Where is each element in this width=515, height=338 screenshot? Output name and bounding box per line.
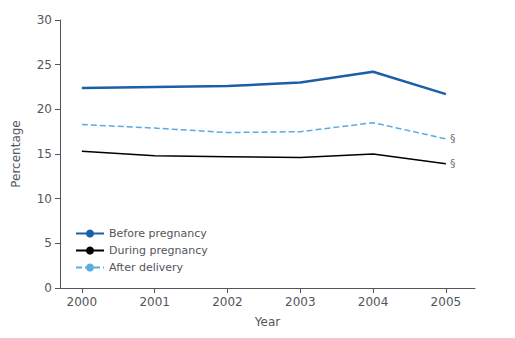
svg-text:10: 10 bbox=[37, 192, 52, 206]
svg-text:2004: 2004 bbox=[358, 295, 389, 309]
svg-text:§: § bbox=[450, 157, 456, 170]
svg-text:20: 20 bbox=[37, 102, 52, 116]
svg-text:25: 25 bbox=[37, 58, 52, 72]
svg-text:2005: 2005 bbox=[431, 295, 462, 309]
svg-text:Percentage: Percentage bbox=[9, 120, 23, 188]
svg-text:0: 0 bbox=[44, 281, 52, 295]
svg-text:15: 15 bbox=[37, 147, 52, 161]
svg-text:2003: 2003 bbox=[285, 295, 316, 309]
svg-text:2002: 2002 bbox=[212, 295, 243, 309]
svg-text:2001: 2001 bbox=[139, 295, 170, 309]
svg-text:After delivery: After delivery bbox=[109, 261, 184, 274]
svg-text:2000: 2000 bbox=[67, 295, 98, 309]
svg-text:30: 30 bbox=[37, 13, 52, 27]
svg-text:During pregnancy: During pregnancy bbox=[109, 244, 208, 257]
svg-text:Before pregnancy: Before pregnancy bbox=[109, 227, 207, 240]
svg-text:§: § bbox=[450, 132, 456, 145]
svg-text:Year: Year bbox=[254, 315, 280, 329]
svg-text:5: 5 bbox=[44, 236, 52, 250]
